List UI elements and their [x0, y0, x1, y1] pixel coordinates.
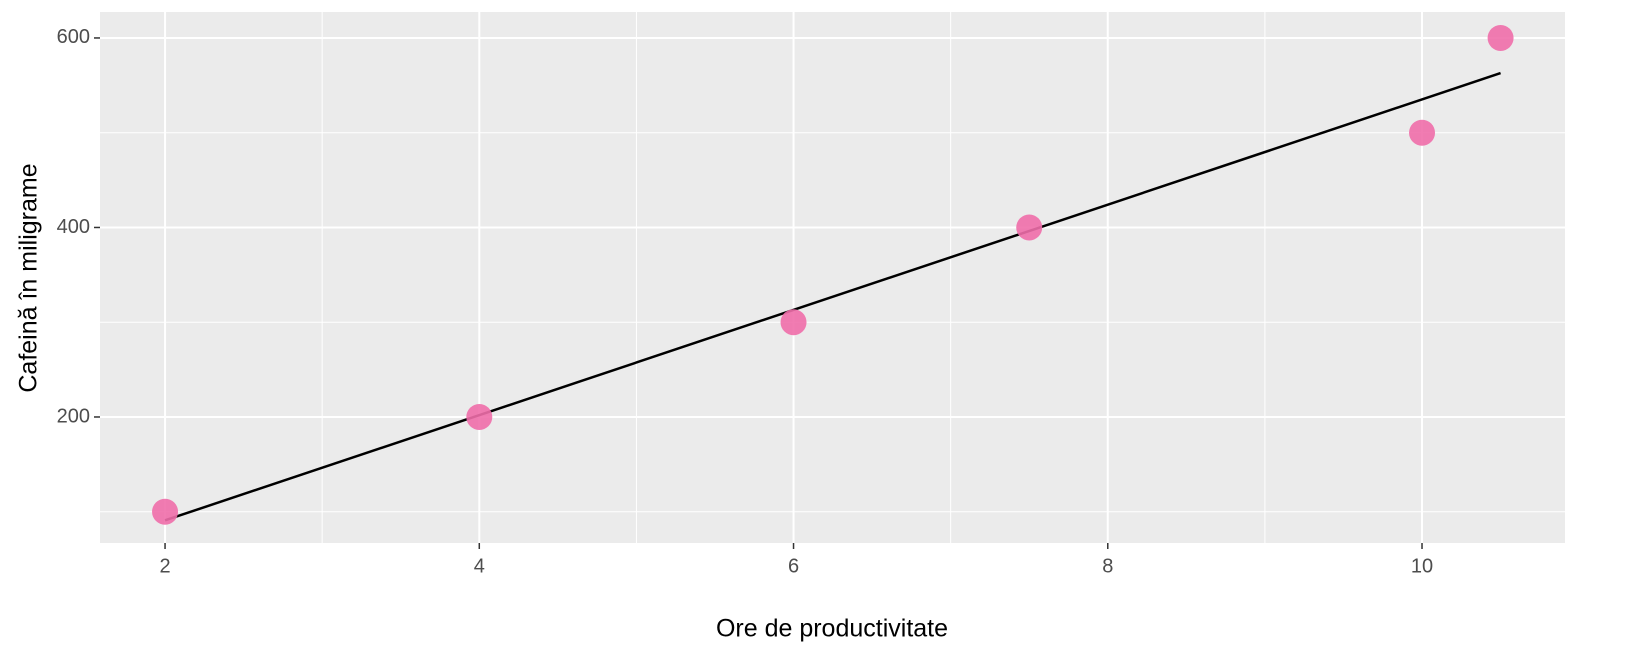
x-tick-label: 10: [1411, 555, 1433, 577]
point: [1487, 24, 1514, 51]
x-tick-label: 8: [1102, 555, 1113, 577]
x-tick-label: 4: [474, 555, 485, 577]
panel: [100, 12, 1565, 543]
y-tick-label: 200: [57, 405, 90, 427]
point: [1409, 119, 1436, 146]
point: [1016, 214, 1043, 241]
x-tick-label: 6: [788, 555, 799, 577]
x-axis-title: Ore de productivitate: [716, 615, 948, 643]
fit-line: [164, 71, 1501, 522]
point: [152, 498, 179, 525]
point: [780, 309, 807, 336]
y-tick-label: 400: [57, 216, 90, 238]
point: [466, 403, 493, 430]
y-axis-title: Cafeină în miligrame: [15, 163, 43, 392]
y-tick-label: 600: [57, 26, 90, 48]
x-tick-label: 2: [159, 555, 170, 577]
